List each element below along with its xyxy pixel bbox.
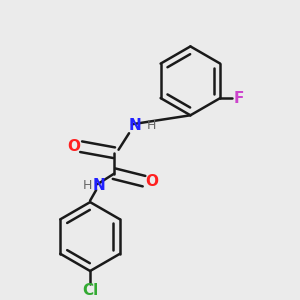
Text: O: O bbox=[145, 174, 158, 189]
Text: N: N bbox=[93, 178, 106, 193]
Text: N: N bbox=[129, 118, 141, 133]
Text: H: H bbox=[147, 119, 156, 132]
Text: O: O bbox=[67, 139, 80, 154]
Text: H: H bbox=[82, 179, 92, 192]
Text: Cl: Cl bbox=[82, 283, 98, 298]
Text: F: F bbox=[234, 91, 244, 106]
